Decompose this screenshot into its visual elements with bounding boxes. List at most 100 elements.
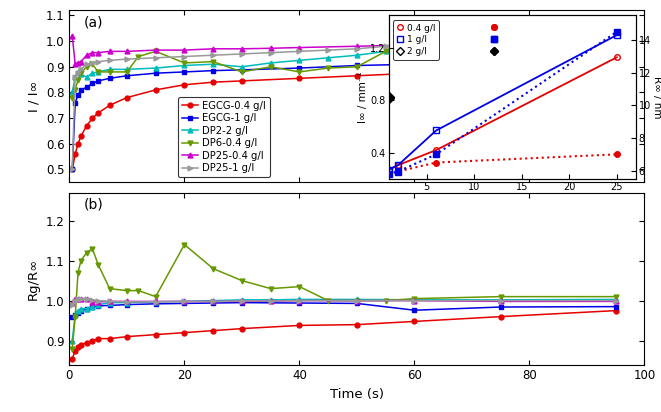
EGCG-0.4 g/l — [209, 80, 217, 84]
Y-axis label: I / I∞: I / I∞ — [27, 81, 40, 112]
EGCG-0.4 g/l — [77, 133, 85, 138]
DP25-0.4 g/l — [123, 49, 131, 54]
DP2-2 g/l — [382, 49, 390, 54]
EGCG-0.4 g/l — [353, 73, 361, 78]
EGCG-0.4 g/l — [612, 56, 620, 61]
DP2-2 g/l — [71, 75, 79, 80]
EGCG-0.4 g/l — [410, 71, 418, 76]
EGCG-1 g/l — [106, 76, 114, 81]
DP2-2 g/l — [95, 70, 102, 75]
DP6-0.4 g/l — [209, 59, 217, 64]
DP2-2 g/l — [180, 63, 188, 68]
EGCG-1 g/l — [74, 93, 82, 98]
DP2-2 g/l — [83, 75, 91, 80]
DP25-1 g/l — [267, 50, 275, 55]
EGCG-1 g/l — [497, 61, 505, 66]
Line: DP25-0.4 g/l: DP25-0.4 g/l — [70, 33, 618, 67]
DP6-0.4 g/l — [180, 61, 188, 66]
DP25-0.4 g/l — [209, 46, 217, 51]
EGCG-0.4 g/l — [123, 95, 131, 100]
DP2-2 g/l — [74, 70, 82, 75]
Legend: EGCG-0.4 g/l, EGCG-1 g/l, DP2-2 g/l, DP6-0.4 g/l, DP25-0.4 g/l, DP25-1 g/l: EGCG-0.4 g/l, EGCG-1 g/l, DP2-2 g/l, DP6… — [178, 97, 270, 177]
DP6-0.4 g/l — [95, 70, 102, 75]
DP25-1 g/l — [106, 58, 114, 63]
EGCG-0.4 g/l — [152, 87, 160, 92]
DP25-1 g/l — [410, 39, 418, 44]
DP2-2 g/l — [295, 58, 303, 63]
DP6-0.4 g/l — [382, 49, 390, 54]
DP25-1 g/l — [123, 56, 131, 61]
DP25-0.4 g/l — [410, 42, 418, 47]
DP6-0.4 g/l — [353, 64, 361, 69]
DP25-0.4 g/l — [95, 50, 102, 55]
DP2-2 g/l — [497, 40, 505, 45]
DP25-1 g/l — [74, 71, 82, 76]
DP25-0.4 g/l — [74, 61, 82, 66]
DP25-0.4 g/l — [83, 53, 91, 58]
DP25-0.4 g/l — [267, 46, 275, 51]
EGCG-1 g/l — [180, 70, 188, 75]
Y-axis label: Rg/R∞: Rg/R∞ — [27, 258, 40, 300]
DP2-2 g/l — [106, 67, 114, 72]
DP6-0.4 g/l — [267, 64, 275, 69]
DP25-1 g/l — [325, 48, 332, 53]
DP6-0.4 g/l — [68, 95, 76, 100]
DP2-2 g/l — [612, 39, 620, 44]
DP6-0.4 g/l — [325, 66, 332, 70]
EGCG-1 g/l — [71, 100, 79, 105]
EGCG-1 g/l — [410, 62, 418, 67]
EGCG-1 g/l — [83, 85, 91, 90]
EGCG-0.4 g/l — [71, 152, 79, 157]
DP25-0.4 g/l — [106, 49, 114, 54]
DP2-2 g/l — [89, 71, 97, 76]
EGCG-0.4 g/l — [295, 76, 303, 81]
EGCG-0.4 g/l — [83, 123, 91, 128]
DP25-0.4 g/l — [152, 48, 160, 53]
DP25-1 g/l — [77, 67, 85, 72]
Text: (b): (b) — [84, 198, 104, 212]
DP25-1 g/l — [95, 59, 102, 64]
DP25-1 g/l — [71, 75, 79, 80]
EGCG-1 g/l — [209, 68, 217, 73]
DP6-0.4 g/l — [134, 54, 142, 59]
DP6-0.4 g/l — [74, 77, 82, 82]
DP25-1 g/l — [89, 61, 97, 66]
DP25-0.4 g/l — [238, 46, 246, 51]
EGCG-1 g/l — [612, 58, 620, 63]
Line: DP2-2 g/l: DP2-2 g/l — [70, 39, 618, 95]
DP6-0.4 g/l — [410, 49, 418, 54]
DP6-0.4 g/l — [77, 71, 85, 76]
DP6-0.4 g/l — [123, 70, 131, 75]
DP6-0.4 g/l — [152, 49, 160, 54]
DP25-1 g/l — [612, 39, 620, 44]
EGCG-1 g/l — [68, 167, 76, 172]
DP25-0.4 g/l — [89, 50, 97, 55]
DP25-1 g/l — [497, 39, 505, 44]
EGCG-1 g/l — [89, 81, 97, 86]
DP2-2 g/l — [123, 67, 131, 72]
EGCG-0.4 g/l — [180, 82, 188, 87]
DP6-0.4 g/l — [106, 70, 114, 75]
DP25-1 g/l — [83, 62, 91, 67]
EGCG-1 g/l — [238, 68, 246, 73]
EGCG-1 g/l — [152, 71, 160, 76]
DP25-1 g/l — [68, 167, 76, 172]
DP25-0.4 g/l — [68, 33, 76, 38]
EGCG-0.4 g/l — [89, 116, 97, 121]
DP25-1 g/l — [209, 53, 217, 58]
DP2-2 g/l — [267, 61, 275, 66]
DP2-2 g/l — [325, 55, 332, 60]
EGCG-0.4 g/l — [238, 78, 246, 83]
EGCG-1 g/l — [295, 66, 303, 70]
Line: EGCG-0.4 g/l: EGCG-0.4 g/l — [70, 56, 618, 172]
EGCG-1 g/l — [353, 63, 361, 68]
DP2-2 g/l — [209, 62, 217, 67]
Line: DP25-1 g/l: DP25-1 g/l — [70, 39, 618, 172]
DP25-1 g/l — [353, 46, 361, 51]
DP2-2 g/l — [353, 53, 361, 58]
EGCG-0.4 g/l — [95, 110, 102, 115]
EGCG-0.4 g/l — [68, 167, 76, 172]
EGCG-1 g/l — [95, 78, 102, 83]
DP25-0.4 g/l — [71, 62, 79, 67]
DP2-2 g/l — [410, 44, 418, 49]
